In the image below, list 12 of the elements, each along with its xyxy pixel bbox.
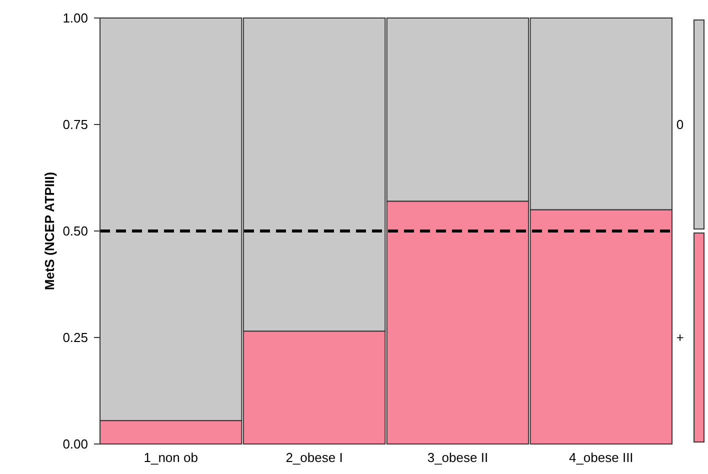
series-label: 0 — [676, 117, 684, 132]
y-tick-label: 0.00 — [62, 436, 88, 452]
x-tick-label: 3_obese II — [427, 450, 488, 465]
x-tick-label: 4_obese III — [568, 450, 634, 465]
x-tick-label: 2_obese I — [286, 450, 343, 465]
y-axis-title: MetS (NCEP ATPIII) — [42, 172, 57, 290]
y-tick-label: 1.00 — [62, 10, 88, 26]
y-tick-label: 0.25 — [62, 330, 88, 346]
y-tick-label: 0.75 — [62, 117, 88, 132]
y-tick-label: 0.50 — [62, 224, 88, 239]
series-label: + — [676, 330, 684, 346]
x-tick-label: 1_non ob — [144, 450, 198, 465]
